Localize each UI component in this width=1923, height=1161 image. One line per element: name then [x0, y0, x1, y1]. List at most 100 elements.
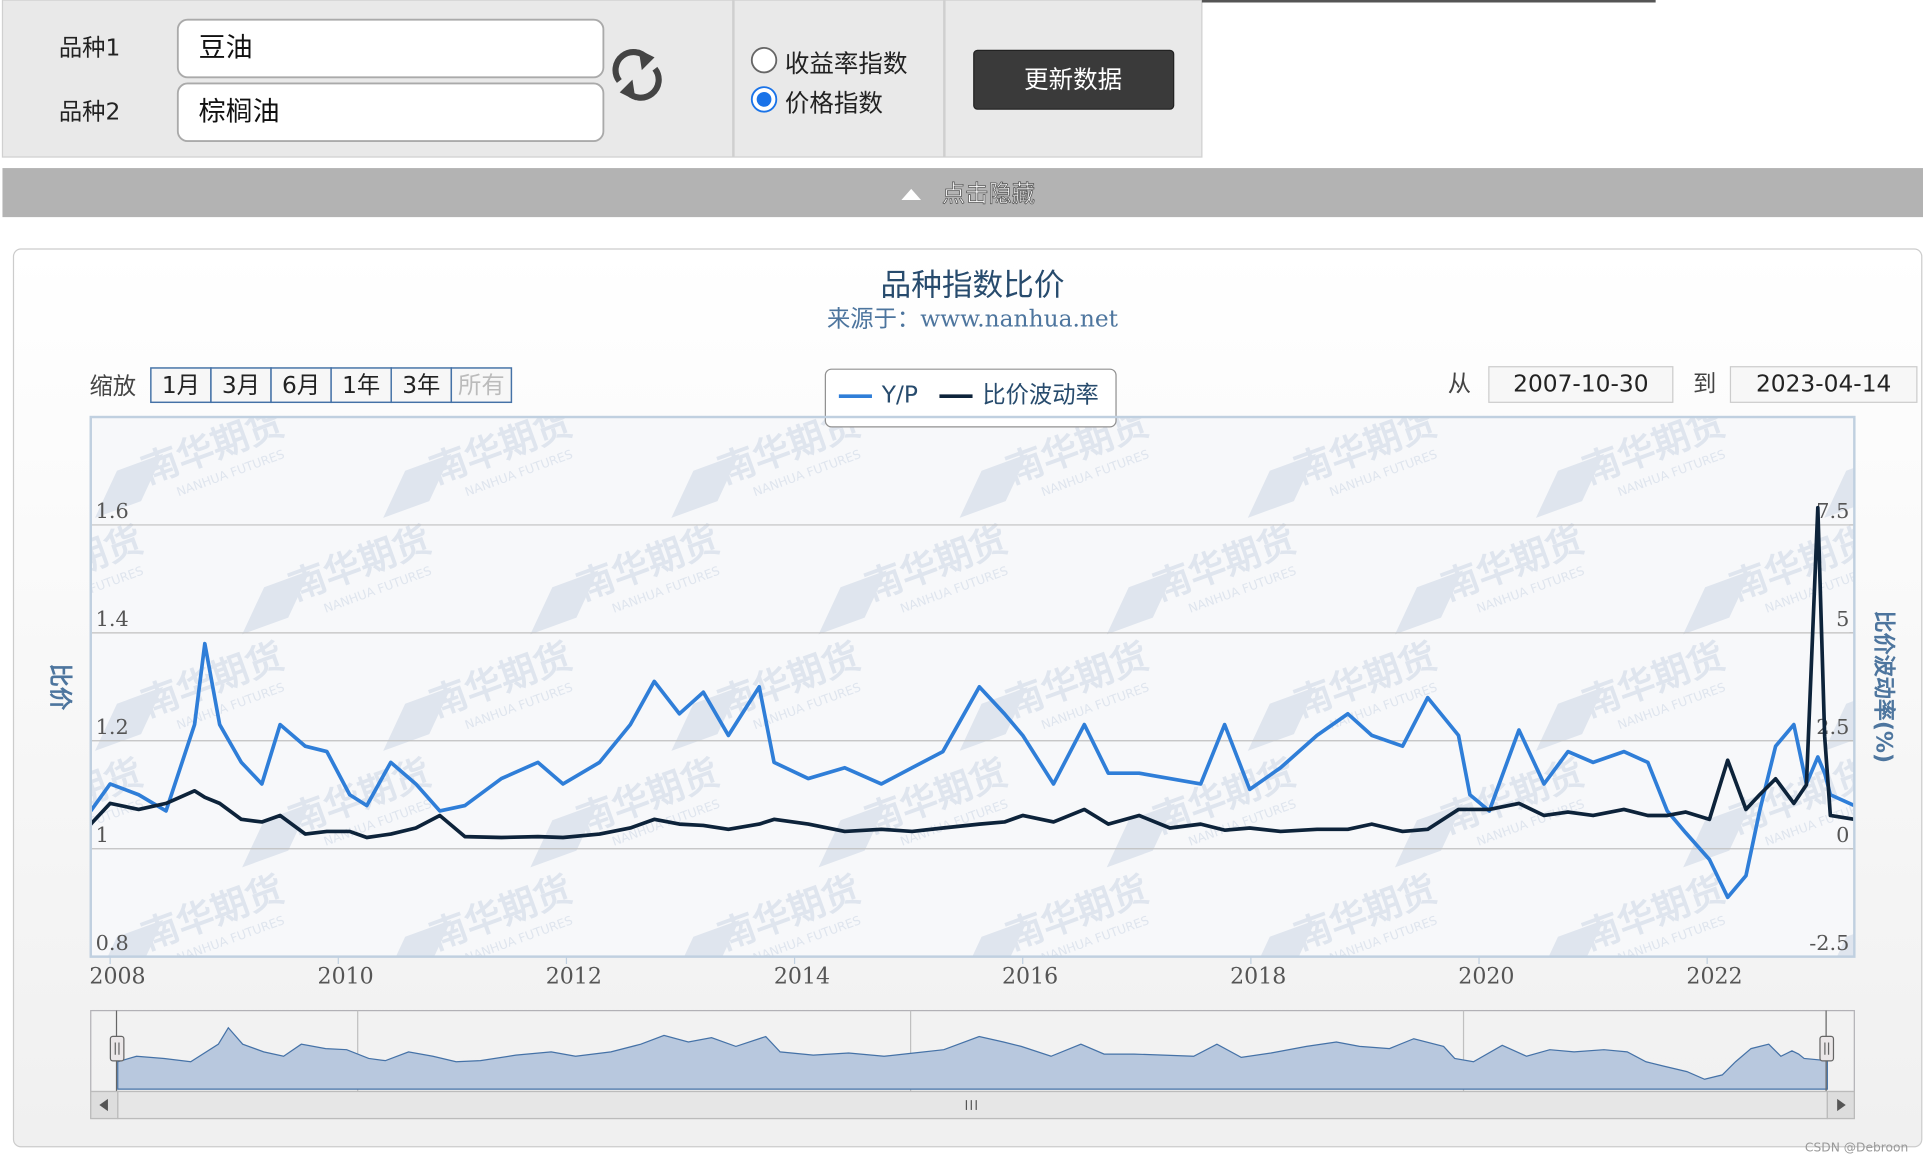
button-label[interactable]: 更新数据 — [1024, 65, 1122, 94]
y2-tick-label: -2.5 — [1809, 931, 1849, 955]
field-label: 品种1 — [59, 35, 120, 62]
scrollbar-thumb[interactable] — [117, 1090, 1828, 1120]
field-label: 品种2 — [59, 98, 120, 125]
watermark-logo — [1536, 919, 1605, 957]
range-button-label[interactable]: 1月 — [162, 372, 200, 399]
radio[interactable] — [750, 46, 778, 74]
text-input[interactable] — [176, 82, 605, 142]
collapse-arrow[interactable] — [901, 188, 922, 200]
date-input[interactable] — [1488, 366, 1674, 403]
x-tick-label: 2008 — [89, 964, 145, 989]
x-tick-label: 2014 — [774, 964, 830, 989]
watermark-logo — [94, 686, 164, 751]
y-tick-label: 1.4 — [96, 607, 129, 631]
date-input[interactable] — [1729, 366, 1918, 403]
x-tick-label: 2010 — [318, 964, 374, 989]
y2-tick-label: 2.5 — [1816, 715, 1849, 739]
y2-tick-label: 5 — [1836, 607, 1849, 631]
watermark-logo — [1824, 453, 1855, 518]
watermark-logo — [94, 453, 164, 518]
watermark-logo — [818, 803, 887, 868]
range-button-label[interactable]: 1年 — [342, 372, 380, 399]
range-button[interactable] — [450, 367, 513, 404]
text-input[interactable] — [176, 18, 605, 79]
watermark-logo — [959, 919, 1028, 957]
chart-subtitle: 来源于：www.nanhua.net — [827, 306, 1119, 333]
to-label: 到 — [1693, 371, 1716, 398]
y-tick-label: 1.2 — [96, 715, 129, 739]
range-button-label[interactable]: 3年 — [402, 372, 440, 399]
watermark-logo — [383, 919, 452, 957]
watermark-logo — [1106, 570, 1175, 635]
range-button[interactable] — [330, 367, 392, 404]
radio-label[interactable]: 收益率指数 — [785, 49, 908, 78]
range-button[interactable] — [270, 367, 332, 404]
watermark-logo — [1247, 453, 1316, 518]
watermark-logo — [530, 803, 599, 868]
x-tick-label: 2018 — [1230, 964, 1286, 989]
scroll-arrow-right[interactable] — [1837, 1098, 1846, 1112]
from-date[interactable]: 2007-10-30 — [1513, 371, 1648, 398]
refresh-icon[interactable] — [612, 49, 662, 101]
watermark-logo — [1106, 803, 1175, 868]
chart-title: 品种指数比价 — [881, 269, 1065, 304]
navigator-area — [117, 1026, 1828, 1090]
watermark-logo — [1394, 570, 1464, 635]
x-tick-label: 2020 — [1458, 964, 1514, 989]
credit: CSDN @Debroon — [1805, 1140, 1908, 1154]
watermark-logo — [1824, 686, 1855, 751]
watermark-logo — [671, 686, 740, 751]
watermark-logo — [530, 570, 599, 635]
y2-tick-label: 0 — [1836, 823, 1849, 847]
update-button[interactable] — [973, 49, 1175, 110]
toggle-label[interactable]: 点击隐藏 — [942, 180, 1036, 208]
from-label: 从 — [1448, 371, 1471, 398]
watermark-logo — [383, 686, 452, 751]
x-tick-label: 2012 — [546, 964, 602, 989]
watermark-logo — [671, 453, 740, 518]
radio-label[interactable]: 价格指数 — [785, 88, 883, 117]
watermark-logo — [242, 570, 311, 635]
radio-dot[interactable] — [756, 92, 772, 107]
series-line — [90, 505, 1855, 840]
input-value[interactable]: 豆油 — [199, 33, 253, 64]
watermark-logo — [1536, 686, 1605, 751]
y-tick-label: 1.6 — [96, 499, 129, 523]
watermark-logo — [959, 453, 1028, 518]
input-value[interactable]: 棕榈油 — [199, 96, 280, 127]
y-axis-title: 比价 — [46, 664, 73, 711]
range-button[interactable] — [150, 367, 212, 404]
navigator-handle[interactable] — [1819, 1035, 1835, 1062]
range-button-label[interactable]: 6月 — [282, 372, 320, 399]
legend-label[interactable]: Y/P — [881, 382, 918, 409]
y2-tick-label: 7.5 — [1816, 499, 1849, 523]
watermark-logo — [383, 453, 452, 518]
to-date[interactable]: 2023-04-14 — [1756, 371, 1891, 398]
watermark-logo — [1683, 570, 1752, 635]
series-line — [90, 641, 1855, 900]
range-button[interactable] — [210, 367, 272, 404]
y-tick-label: 0.8 — [96, 931, 129, 955]
scroll-arrow-left[interactable] — [99, 1098, 108, 1112]
watermark-logo — [1247, 919, 1316, 957]
watermark-logo — [94, 919, 164, 957]
watermark-logo — [959, 686, 1028, 751]
range-button-label[interactable]: 3月 — [222, 372, 260, 399]
legend-label[interactable]: 比价波动率 — [982, 382, 1098, 409]
navigator-handle[interactable] — [109, 1035, 125, 1062]
y2-axis-title: 比价波动率(%) — [1871, 611, 1897, 764]
x-tick-label: 2022 — [1686, 964, 1742, 989]
y-tick-label: 1 — [96, 823, 109, 847]
toggle-bar[interactable] — [2, 168, 1923, 218]
range-button-label[interactable]: 所有 — [458, 372, 505, 399]
watermark-logo — [671, 919, 740, 957]
x-tick-label: 2016 — [1002, 964, 1058, 989]
watermark-logo — [1536, 453, 1605, 518]
watermark-logo — [1247, 686, 1316, 751]
plot-border — [89, 415, 1856, 958]
